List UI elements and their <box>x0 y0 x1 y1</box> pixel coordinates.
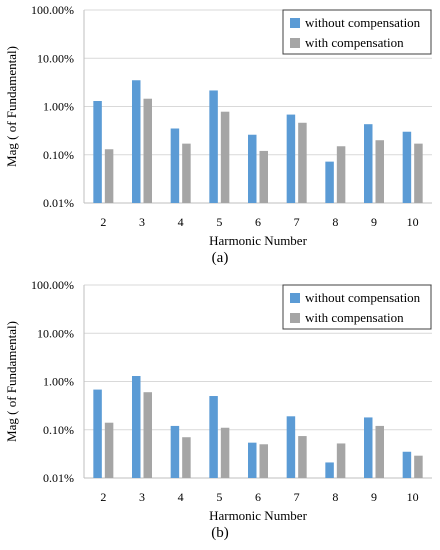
chart-b-xtick-label: 8 <box>332 490 338 504</box>
chart-b-bar-with-8 <box>336 443 346 478</box>
panel-label-a: (a) <box>211 250 229 266</box>
chart-b-xtick-label: 4 <box>178 490 184 504</box>
chart-a-xtick-label: 2 <box>100 215 106 229</box>
chart-b-svg: 0.01% 0.10% 1.00% 10.00% 100.00% 2 3 4 5 6 7 8 9 10 Ha… <box>4 278 432 523</box>
chart-b-xtick-label: 7 <box>294 490 300 504</box>
chart-b-xtick-label: 5 <box>216 490 222 504</box>
chart-b-legend-swatch-with <box>290 313 300 323</box>
chart-b-ytick-label: 0.10% <box>43 423 74 437</box>
chart-a-bar-without-4 <box>170 128 180 203</box>
chart-b-bar-without-10 <box>402 451 412 478</box>
chart-panel-a: 0.01% 0.10% 1.00% 10.00% 100.00% 2 3 4 5 6 7 8 9 10 Ha… <box>4 3 432 266</box>
chart-a-bar-with-3 <box>143 98 152 203</box>
chart-a-bar-without-10 <box>402 131 412 203</box>
chart-b-x-axis-title: Harmonic Number <box>209 508 308 523</box>
chart-b-xtick-label: 10 <box>407 490 419 504</box>
chart-b-bar-with-6 <box>259 444 268 478</box>
chart-a-bar-without-9 <box>364 124 373 203</box>
chart-b-bar-with-2 <box>104 422 114 478</box>
chart-a-xtick-label: 7 <box>294 215 300 229</box>
chart-a-xtick-label: 5 <box>216 215 222 229</box>
chart-a-bar-with-2 <box>104 149 114 203</box>
chart-a-xtick-label: 6 <box>255 215 261 229</box>
chart-a-xtick-label: 10 <box>407 215 419 229</box>
chart-a-ytick-label: 0.10% <box>43 148 74 162</box>
panel-label-b: (b) <box>211 525 229 541</box>
chart-a-bar-with-5 <box>220 111 230 203</box>
chart-b-bar-without-7 <box>286 416 296 478</box>
chart-a-ytick-label: 10.00% <box>37 51 74 65</box>
chart-a-ytick-label: 100.00% <box>31 3 74 17</box>
chart-a-ytick-label: 0.01% <box>43 196 74 210</box>
chart-a-bar-with-6 <box>259 150 268 203</box>
chart-b-xtick-label: 6 <box>255 490 261 504</box>
chart-b-bar-with-9 <box>375 425 384 478</box>
chart-a-xtick-label: 4 <box>178 215 184 229</box>
chart-a-y-axis-title: Mag ( of Fundamental) <box>4 46 19 167</box>
chart-a-bar-with-4 <box>182 143 191 203</box>
chart-a-xtick-label: 3 <box>139 215 145 229</box>
chart-a-bar-with-10 <box>414 143 423 203</box>
chart-a-bar-with-9 <box>375 140 384 203</box>
chart-a-bar-without-6 <box>248 134 257 203</box>
chart-a-bar-with-7 <box>298 122 307 203</box>
chart-a-legend-label-with: with compensation <box>305 35 404 50</box>
chart-b-bar-with-3 <box>143 392 152 478</box>
chart-a-bar-without-2 <box>93 101 102 203</box>
chart-a-bar-with-8 <box>336 146 346 203</box>
chart-a-bar-without-5 <box>209 90 218 203</box>
chart-a-bar-without-8 <box>325 161 334 203</box>
chart-a-legend-box <box>282 9 432 55</box>
chart-b-bar-without-2 <box>93 389 102 478</box>
chart-b-ytick-label: 0.01% <box>43 471 74 485</box>
chart-panel-b: 0.01% 0.10% 1.00% 10.00% 100.00% 2 3 4 5 6 7 8 9 10 Ha… <box>0 275 440 550</box>
chart-b-bar-with-7 <box>298 436 307 478</box>
chart-b-xtick-label: 3 <box>139 490 145 504</box>
chart-a-legend-swatch-without <box>290 18 300 28</box>
chart-a-xtick-label: 9 <box>371 215 377 229</box>
chart-b-bar-without-4 <box>170 425 180 478</box>
chart-b-bar-with-5 <box>220 427 230 478</box>
chart-b-bar-without-3 <box>132 376 141 478</box>
chart-a-x-axis-title: Harmonic Number <box>209 233 308 248</box>
chart-b-bar-without-6 <box>248 442 257 478</box>
chart-b-legend-label-with: with compensation <box>305 310 404 325</box>
chart-a-legend-label-without: without compensation <box>305 15 421 30</box>
chart-a-ytick-label: 1.00% <box>43 100 74 114</box>
chart-b-xtick-label: 2 <box>100 490 106 504</box>
chart-b-bar-without-5 <box>209 396 218 478</box>
chart-b-bar-without-9 <box>364 417 373 478</box>
chart-b-y-axis-title: Mag ( of Fundamental) <box>4 321 19 442</box>
chart-b-legend-swatch-without <box>290 293 300 303</box>
chart-a-svg: 0.01% 0.10% 1.00% 10.00% 100.00% 2 3 4 5 6 7 8 9 10 Ha… <box>4 3 432 248</box>
chart-a-legend-swatch-with <box>290 38 300 48</box>
chart-b-bar-without-8 <box>325 462 334 478</box>
chart-b-legend-label-without: without compensation <box>305 290 421 305</box>
chart-a-bar-without-7 <box>286 114 296 203</box>
chart-b-bar-with-10 <box>414 455 423 478</box>
chart-a-bar-without-3 <box>132 80 141 203</box>
chart-a-xtick-label: 8 <box>332 215 338 229</box>
chart-b-ytick-label: 10.00% <box>37 326 74 340</box>
chart-b-ytick-label: 100.00% <box>31 278 74 292</box>
chart-b-legend-box <box>282 284 432 330</box>
chart-b-bar-with-4 <box>182 437 191 478</box>
chart-b-xtick-label: 9 <box>371 490 377 504</box>
chart-b-ytick-label: 1.00% <box>43 375 74 389</box>
